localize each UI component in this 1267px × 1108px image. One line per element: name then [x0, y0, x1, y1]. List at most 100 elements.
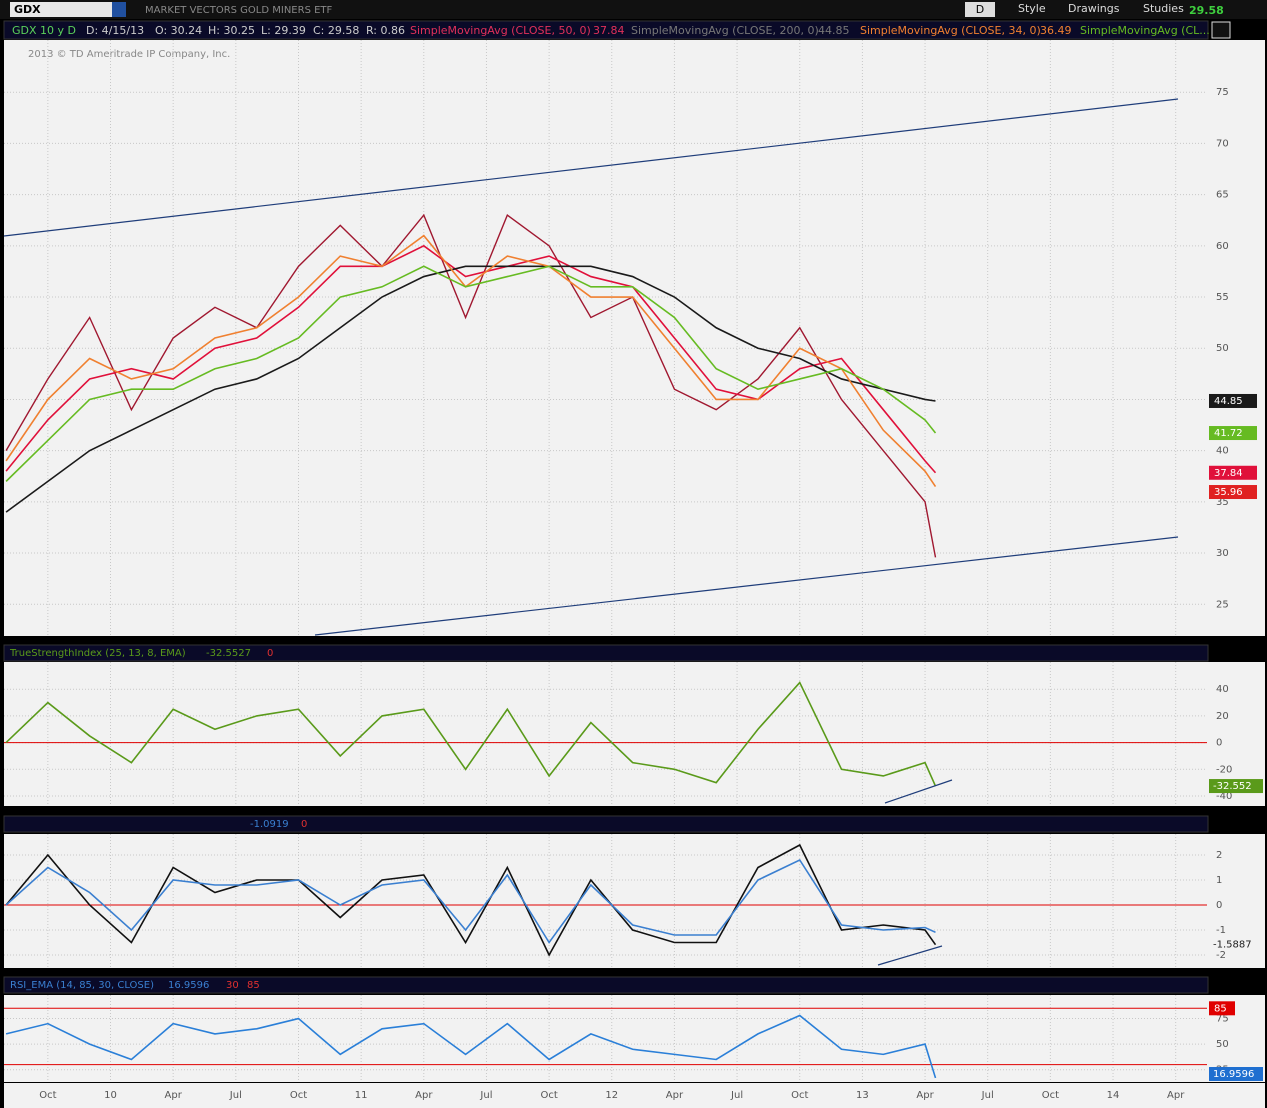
y-tick-label: 35 — [1216, 497, 1229, 508]
studies-button[interactable]: Studies — [1143, 2, 1184, 15]
series-line — [5, 265, 937, 482]
last-label: 16.9596 — [1213, 1069, 1254, 1080]
x-tick-label: 10 — [104, 1090, 117, 1101]
symbol-dropdown[interactable] — [112, 2, 126, 17]
series-line — [5, 1014, 937, 1079]
trendline — [314, 536, 1179, 636]
series-line — [5, 234, 937, 488]
drawings-button[interactable]: Drawings — [1068, 2, 1120, 15]
x-axis-band — [4, 1083, 1265, 1108]
price-label-box — [1209, 485, 1257, 500]
y-tick-label: 1 — [1216, 875, 1222, 886]
range: R: 0.86 — [366, 24, 405, 37]
y-tick-label: -40 — [1216, 791, 1232, 802]
panel-value: 30 — [226, 980, 239, 991]
panel-header — [3, 644, 1209, 662]
main-header — [3, 20, 1209, 40]
x-tick-label: Oct — [1042, 1090, 1059, 1101]
copyright: 2013 © TD Ameritrade IP Company, Inc. — [28, 49, 230, 60]
period: D — [976, 3, 984, 16]
x-tick-label: Jul — [981, 1090, 994, 1101]
style-button[interactable]: Style — [1018, 2, 1046, 15]
study-name: SimpleMovingAvg (CLOSE, 200, 0) — [631, 24, 819, 37]
y-tick-label: 25 — [1216, 599, 1229, 610]
price-label: 44.85 — [1214, 396, 1243, 407]
panel-title: RSI_EMA (14, 85, 30, CLOSE) — [10, 980, 154, 991]
osc-panel — [4, 834, 1265, 968]
date: D: 4/15/13 — [86, 24, 144, 37]
trendline — [884, 779, 953, 804]
price-label: 37.84 — [1214, 468, 1243, 479]
y-tick-label: 50 — [1216, 1039, 1229, 1050]
y-tick-label: 70 — [1216, 138, 1229, 149]
close: C: 29.58 — [313, 24, 359, 37]
study-name: SimpleMovingAvg (CL... — [1080, 24, 1210, 37]
y-tick-label: 40 — [1216, 684, 1229, 695]
study-name: SimpleMovingAvg (CLOSE, 50, 0) — [410, 24, 591, 37]
x-tick-label: 11 — [355, 1090, 368, 1101]
last-label: -1.5887 — [1213, 940, 1252, 951]
x-tick-label: Jul — [229, 1090, 242, 1101]
y-tick-label: 55 — [1216, 292, 1229, 303]
x-tick-label: Jul — [730, 1090, 743, 1101]
panel-value: -32.5527 — [206, 648, 251, 659]
x-tick-label: Apr — [1167, 1090, 1185, 1101]
x-tick-label: Apr — [666, 1090, 684, 1101]
description: MARKET VECTORS GOLD MINERS ETF — [145, 5, 333, 16]
tsi-panel — [4, 662, 1265, 806]
rsi-panel — [4, 995, 1265, 1082]
y-tick-label: 50 — [1216, 343, 1229, 354]
y-tick-label: -1 — [1216, 925, 1226, 936]
low: L: 29.39 — [261, 24, 306, 37]
price-label: 35.96 — [1214, 487, 1243, 498]
y-tick-label: -20 — [1216, 764, 1232, 775]
x-tick-label: Apr — [415, 1090, 433, 1101]
panel-value: 16.9596 — [168, 980, 209, 991]
y-tick-label: 75 — [1216, 87, 1229, 98]
trendline — [3, 98, 1179, 237]
study-value: 37.84 — [593, 24, 625, 37]
x-tick-label: Oct — [791, 1090, 808, 1101]
last-label-box — [1209, 1067, 1263, 1081]
series-line — [5, 858, 936, 944]
y-tick-label: -2 — [1216, 950, 1226, 961]
x-tick-label: Jul — [479, 1090, 492, 1101]
high: H: 30.25 — [208, 24, 255, 37]
open: O: 30.24 — [155, 24, 202, 37]
y-tick-label: 0 — [1216, 900, 1222, 911]
panel-header — [3, 976, 1209, 994]
reference-label: 85 — [1214, 1003, 1227, 1014]
panel-value: 0 — [267, 648, 273, 659]
panel-title: TrueStrengthIndex (25, 13, 8, EMA) — [9, 648, 186, 659]
y-tick-label: 40 — [1216, 446, 1229, 457]
y-tick-label: 60 — [1216, 241, 1229, 252]
series-line — [5, 843, 937, 957]
x-tick-label: Oct — [290, 1090, 307, 1101]
trendline — [877, 945, 943, 966]
study-value: 44.85 — [818, 24, 850, 37]
y-tick-label: 65 — [1216, 190, 1229, 201]
y-tick-label: 0 — [1216, 738, 1222, 749]
y-tick-label: 20 — [1216, 711, 1229, 722]
series-line — [5, 681, 937, 787]
symbol-box[interactable] — [10, 2, 112, 17]
x-tick-label: Apr — [165, 1090, 183, 1101]
x-tick-label: Apr — [916, 1090, 934, 1101]
price-label-box — [1209, 426, 1257, 441]
toolbar — [0, 0, 1267, 19]
x-tick-label: 13 — [856, 1090, 869, 1101]
toggle-button[interactable] — [1211, 21, 1231, 39]
x-tick-label: 14 — [1107, 1090, 1120, 1101]
x-tick-label: Oct — [39, 1090, 56, 1101]
y-tick-label: 75 — [1216, 1014, 1229, 1025]
panel-value: -1.0919 — [250, 819, 289, 830]
study-value: 36.49 — [1040, 24, 1072, 37]
price-label: 41.72 — [1214, 428, 1243, 439]
main-panel — [4, 40, 1265, 636]
marks: 253035404550556065707537.8444.8541.7235.… — [4, 40, 1263, 1101]
last-label-box — [1209, 779, 1263, 794]
x-tick-label: Oct — [540, 1090, 557, 1101]
period-button[interactable] — [965, 2, 995, 17]
